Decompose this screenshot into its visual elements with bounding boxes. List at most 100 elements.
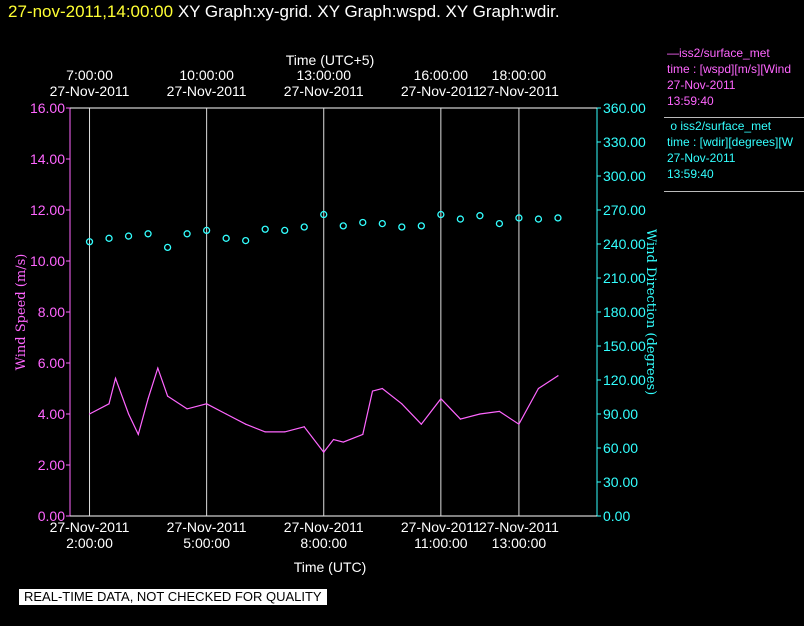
y-left-tick-label: 10.00 xyxy=(30,253,65,269)
y-axis-left-title: Wind Speed (m/s) xyxy=(14,254,29,371)
wind-direction-point xyxy=(300,223,308,231)
y-right-tick-label: 30.00 xyxy=(603,474,638,490)
top-tick-label-time: 7:00:00 xyxy=(66,67,113,83)
y-left-tick-label: 6.00 xyxy=(38,355,65,371)
top-tick-label-date: 27-Nov-2011 xyxy=(167,83,247,99)
wind-direction-point xyxy=(378,219,386,228)
legend-wspd-var: time : [wspd][m/s][Wind xyxy=(667,62,792,76)
y-right-tick-label: 0.00 xyxy=(603,508,630,524)
wind-direction-point xyxy=(515,214,523,222)
wind-speed-point xyxy=(518,423,520,425)
wind-speed-point xyxy=(303,426,305,428)
wind-speed-point xyxy=(371,390,374,392)
y-right-tick-label: 240.00 xyxy=(603,236,646,252)
y-right-tick-label: 330.00 xyxy=(603,134,646,150)
top-tick-label-time: 10:00:00 xyxy=(179,67,234,83)
wind-direction-point xyxy=(261,225,269,233)
x-tick-label-time: 8:00:00 xyxy=(300,535,347,551)
top-tick-label-time: 13:00:00 xyxy=(296,67,351,83)
top-tick-label-date: 27-Nov-2011 xyxy=(284,83,364,99)
wind-speed-point xyxy=(264,431,266,433)
y-left-tick-label: 2.00 xyxy=(38,457,65,473)
y-right-tick-label: 360.00 xyxy=(603,100,646,116)
y-right-tick-label: 150.00 xyxy=(603,338,646,354)
wind-speed-point xyxy=(166,395,169,397)
wind-speed-point xyxy=(362,433,364,435)
y-left-tick-label: 4.00 xyxy=(38,406,65,422)
wind-speed-point xyxy=(440,398,442,400)
x-axis-title: Time (UTC) xyxy=(294,559,367,575)
legend-divider xyxy=(664,117,804,118)
top-tick-label-date: 27-Nov-2011 xyxy=(50,83,130,99)
title-timestamp: 27-nov-2011,14:00:00 xyxy=(8,2,174,21)
wind-speed-point xyxy=(401,403,403,405)
legend-wspd-source: iss2/surface_met xyxy=(679,46,770,60)
wind-direction-point xyxy=(417,222,425,230)
y-right-tick-label: 120.00 xyxy=(603,372,646,388)
wind-direction-point xyxy=(105,234,113,242)
wind-speed-point xyxy=(114,377,117,379)
x-tick-label-date: 27-Nov-2011 xyxy=(479,519,559,535)
wind-direction-point xyxy=(202,226,211,235)
wind-direction-point xyxy=(85,238,94,246)
wind-speed-point xyxy=(557,375,559,377)
wind-speed-point xyxy=(323,451,325,453)
wind-speed-point xyxy=(498,410,501,413)
page-title: 27-nov-2011,14:00:00 XY Graph:xy-grid. X… xyxy=(8,2,560,22)
y-right-tick-label: 300.00 xyxy=(603,168,646,184)
wind-direction-point xyxy=(534,215,543,223)
wind-speed-point xyxy=(245,423,247,425)
legend-line-symbol: — xyxy=(667,46,679,60)
top-axis-title: Time (UTC+5) xyxy=(286,52,375,68)
x-tick-label-date: 27-Nov-2011 xyxy=(401,519,481,535)
wind-speed-point xyxy=(479,413,481,415)
top-tick-label-date: 27-Nov-2011 xyxy=(479,83,559,99)
wind-direction-point xyxy=(320,210,328,219)
x-tick-label-time: 13:00:00 xyxy=(492,535,547,551)
y-left-tick-label: 14.00 xyxy=(30,151,65,167)
x-tick-label-date: 27-Nov-2011 xyxy=(50,519,130,535)
wind-direction-point xyxy=(144,230,152,238)
y-left-tick-label: 0.00 xyxy=(38,508,65,524)
wind-speed-point xyxy=(381,387,383,390)
wind-direction-point xyxy=(124,232,133,240)
wind-direction-point xyxy=(242,236,250,245)
legend-circle-symbol: o xyxy=(670,119,678,133)
wind-direction-point xyxy=(554,214,562,222)
wind-direction-point xyxy=(163,243,172,252)
legend-wdir-date: 27-Nov-2011 xyxy=(667,151,736,165)
wind-direction-point xyxy=(359,218,367,227)
x-tick-label-time: 5:00:00 xyxy=(183,535,230,551)
wind-speed-line xyxy=(89,366,559,454)
wind-direction-point xyxy=(495,219,504,228)
top-tick-label-time: 16:00:00 xyxy=(414,67,469,83)
legend-wdir-source: iss2/surface_met xyxy=(680,119,772,133)
legend-wdir-time: 13:59:40 xyxy=(667,167,714,181)
legend-divider xyxy=(664,191,804,192)
wind-speed-point xyxy=(537,387,540,390)
legend-entry-wspd: —iss2/surface_met time : [wspd][m/s][Win… xyxy=(667,45,804,109)
wind-speed-point xyxy=(284,431,286,433)
wind-speed-point xyxy=(332,438,335,441)
legend-wdir-var: time : [wdir][degrees][W xyxy=(667,135,794,149)
y-right-tick-label: 90.00 xyxy=(603,406,638,422)
wind-speed-point xyxy=(127,413,130,415)
wind-speed-point xyxy=(459,418,461,420)
x-tick-label-date: 27-Nov-2011 xyxy=(167,519,247,535)
wind-speed-point xyxy=(108,403,110,405)
y-left-tick-label: 12.00 xyxy=(30,202,65,218)
y-right-tick-label: 60.00 xyxy=(603,440,638,456)
wind-speed-point xyxy=(420,423,422,425)
wind-speed-point xyxy=(186,408,188,410)
wind-speed-point xyxy=(88,413,91,415)
wind-speed-point xyxy=(225,413,227,415)
wind-speed-point xyxy=(206,403,208,405)
title-graphs: XY Graph:xy-grid. XY Graph:wspd. XY Grap… xyxy=(173,2,560,21)
legend-wspd-time: 13:59:40 xyxy=(667,94,714,108)
wind-direction-point xyxy=(398,223,406,231)
y-left-tick-label: 16.00 xyxy=(30,100,65,116)
wind-speed-point xyxy=(342,441,344,443)
y-axis-right-title: Wind Direction (degrees) xyxy=(643,229,658,395)
wind-speed-point xyxy=(137,433,139,435)
